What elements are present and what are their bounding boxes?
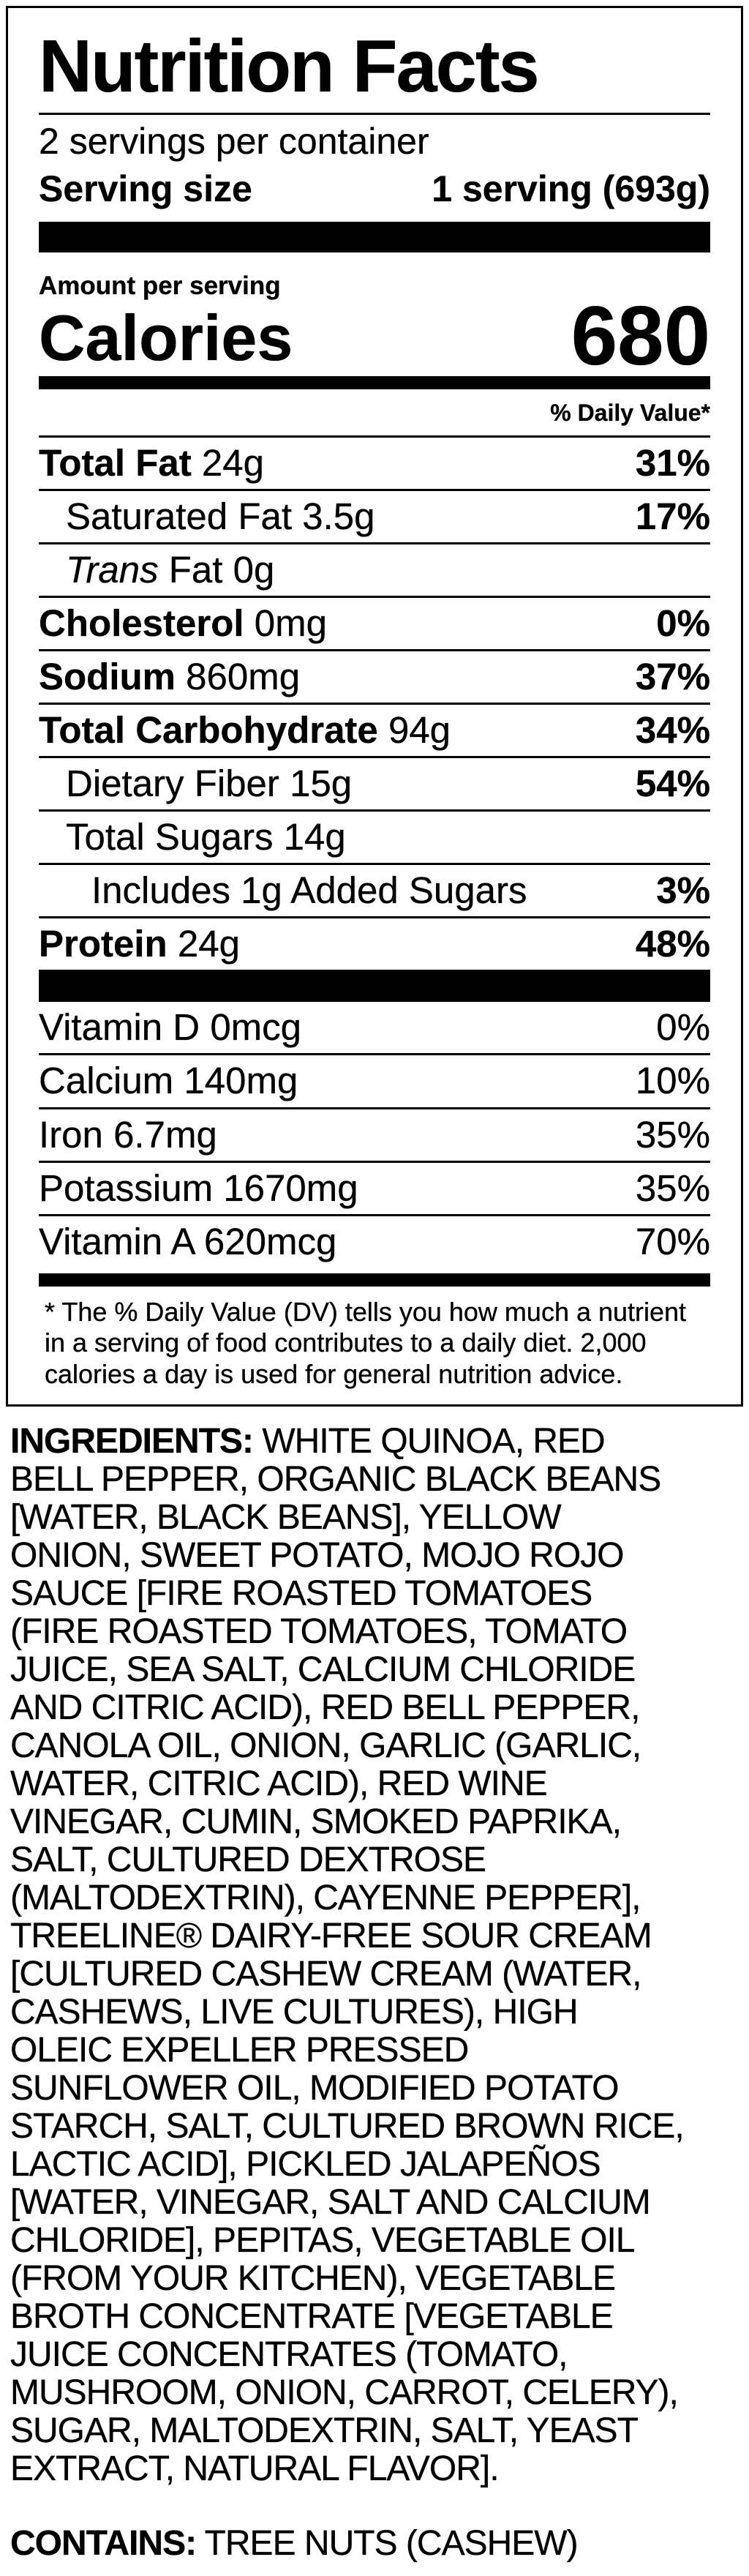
vitamin-row-vitamin-a: Vitamin A 620mcg 70%	[39, 1216, 710, 1268]
amount-per-serving: Amount per serving	[39, 271, 281, 300]
serving-size-row: Serving size 1 serving (693g)	[39, 165, 710, 222]
nutrient-name: Saturated Fat 3.5g	[66, 495, 375, 538]
nutrient-row-dietary-fiber: Dietary Fiber 15g 54%	[39, 758, 710, 812]
servings-per-container: 2 servings per container	[39, 121, 429, 162]
vitamin-dv: 70%	[635, 1220, 710, 1262]
vitamin-row-potassium: Potassium 1670mg 35%	[39, 1163, 710, 1216]
calories-row: Calories 680	[39, 289, 711, 383]
contains-section: CONTAINS: TREE NUTS (CASHEW)	[10, 2524, 686, 2564]
nutrient-dv: 17%	[635, 495, 710, 538]
nutrient-row-cholesterol: Cholesterol 0mg 0%	[39, 598, 710, 652]
contains-text: TREE NUTS (CASHEW)	[204, 2524, 578, 2564]
daily-value-footnote: * The % Daily Value (DV) tells you how m…	[45, 1296, 687, 1389]
vitamin-name: Iron 6.7mg	[39, 1113, 217, 1156]
nutrient-name: Sodium 860mg	[39, 656, 301, 698]
vitamin-name: Calcium 140mg	[39, 1060, 298, 1102]
vitamin-row-calcium: Calcium 140mg 10%	[39, 1055, 710, 1109]
nutrient-name: Includes 1g Added Sugars	[91, 869, 527, 912]
vitamin-dv: 35%	[635, 1113, 710, 1156]
nutrient-row-total-sugars: Total Sugars 14g	[39, 812, 710, 866]
nutrition-facts-label: Nutrition Facts 2 servings per container…	[6, 6, 743, 1407]
nutrient-name: Cholesterol 0mg	[39, 602, 327, 645]
nutrient-name: Trans Fat 0g	[66, 549, 275, 591]
nutrient-dv: 0%	[656, 602, 710, 645]
serving-size-value: 1 serving (693g)	[432, 168, 710, 209]
nutrient-row-total-fat: Total Fat 24g 31%	[39, 438, 710, 492]
nutrient-row-trans-fat: Trans Fat 0g	[39, 544, 710, 599]
vitamin-dv: 35%	[635, 1167, 710, 1209]
nutrient-row-added-sugars: Includes 1g Added Sugars 3%	[39, 865, 710, 919]
vitamin-dv: 10%	[635, 1060, 710, 1102]
divider-thick-top	[39, 221, 710, 252]
nutrient-row-saturated-fat: Saturated Fat 3.5g 17%	[39, 491, 710, 545]
serving-size-label: Serving size	[39, 168, 252, 209]
divider-thick-protein	[39, 970, 710, 1003]
ingredients-text: WHITE QUINOA, RED BELL PEPPER, ORGANIC B…	[10, 1422, 685, 2489]
daily-value-header: % Daily Value*	[39, 389, 710, 438]
vitamin-dv: 0%	[656, 1006, 710, 1049]
nutrient-dv: 37%	[635, 656, 710, 698]
nutrient-name: Protein 24g	[39, 923, 240, 965]
ingredients-heading: INGREDIENTS:	[10, 1422, 254, 1461]
nutrient-dv: 54%	[635, 763, 710, 805]
nutrient-name: Total Fat 24g	[39, 441, 264, 484]
ingredients-section: INGREDIENTS: WHITE QUINOA, RED BELL PEPP…	[10, 1422, 686, 2489]
vitamin-row-vitamin-d: Vitamin D 0mcg 0%	[39, 1002, 710, 1056]
nutrient-dv: 48%	[635, 923, 710, 965]
vitamin-row-iron: Iron 6.7mg 35%	[39, 1109, 710, 1163]
vitamin-name: Vitamin D 0mcg	[39, 1006, 302, 1049]
nutrient-name: Total Sugars 14g	[66, 816, 346, 858]
nutrient-row-protein: Protein 24g 48%	[39, 918, 710, 970]
vitamin-name: Vitamin A 620mcg	[39, 1220, 337, 1262]
nutrient-dv: 31%	[635, 441, 710, 484]
nutrient-row-total-carbohydrate: Total Carbohydrate 94g 34%	[39, 705, 710, 759]
divider-medium-calories	[39, 375, 710, 389]
contains-heading: CONTAINS:	[10, 2524, 197, 2564]
nutrient-name: Dietary Fiber 15g	[66, 763, 353, 805]
calories-label: Calories	[39, 301, 293, 374]
nutrient-row-sodium: Sodium 860mg 37%	[39, 651, 710, 705]
label-title: Nutrition Facts	[39, 8, 710, 115]
nutrient-dv: 34%	[635, 709, 710, 752]
nutrient-name: Total Carbohydrate 94g	[39, 709, 451, 752]
nutrient-dv: 3%	[656, 869, 710, 912]
calories-value: 680	[571, 289, 711, 383]
vitamin-name: Potassium 1670mg	[39, 1167, 358, 1209]
divider-medium-vitamins	[39, 1273, 710, 1287]
